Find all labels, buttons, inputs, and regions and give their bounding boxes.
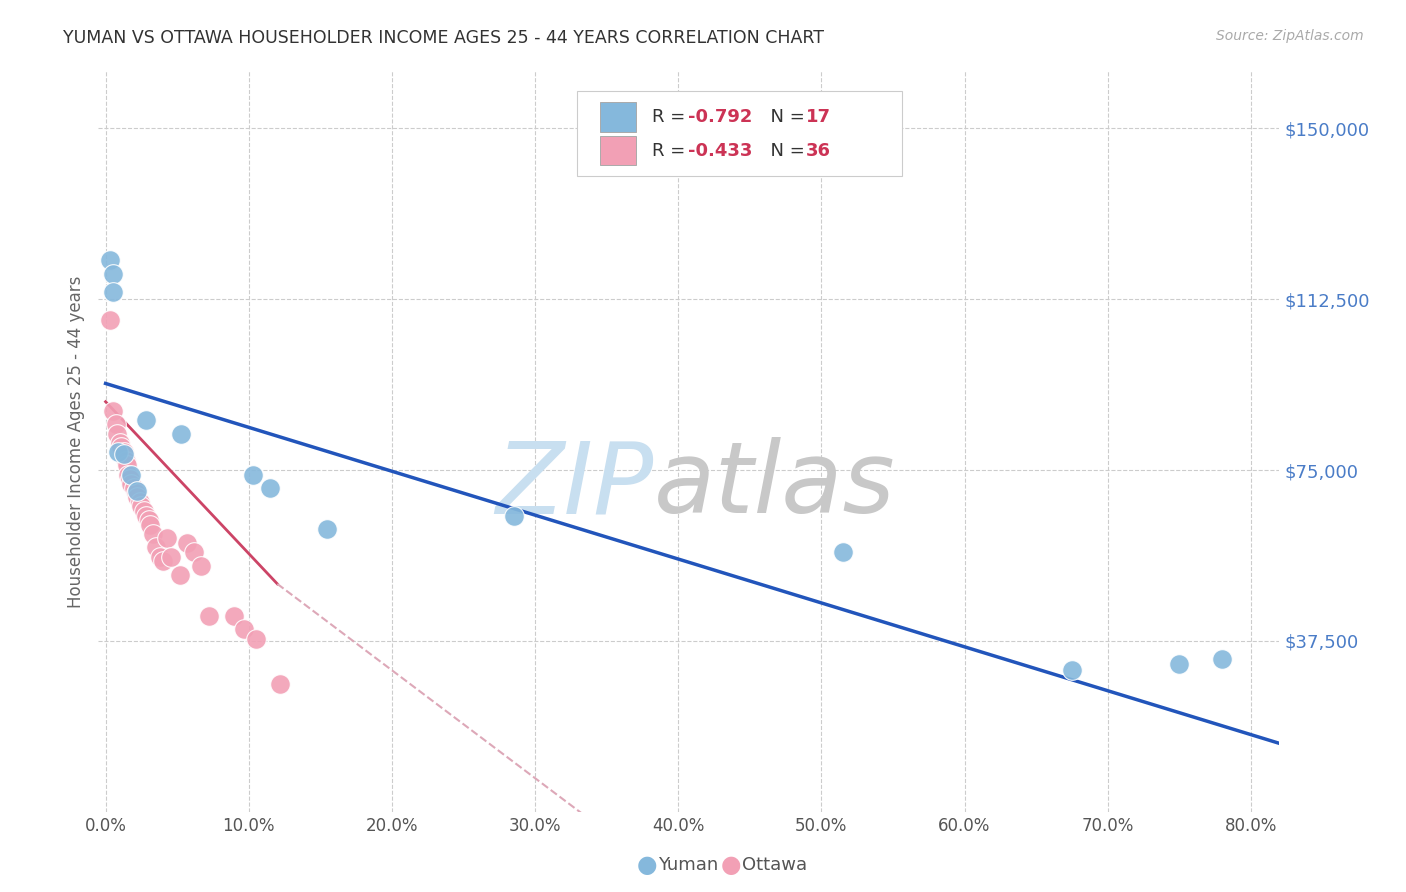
Point — [259, 481, 281, 495]
Point — [1168, 657, 1191, 671]
Point — [120, 467, 142, 482]
Text: Yuman: Yuman — [658, 856, 718, 874]
Point — [502, 508, 524, 523]
Point — [118, 472, 141, 486]
Point — [316, 522, 339, 536]
Point — [1060, 664, 1083, 678]
Point — [138, 513, 160, 527]
Point — [135, 508, 157, 523]
Point — [115, 458, 138, 473]
Point — [233, 623, 256, 637]
FancyBboxPatch shape — [600, 103, 636, 132]
Point — [131, 500, 153, 514]
Point — [129, 495, 152, 509]
Text: -0.433: -0.433 — [688, 142, 752, 160]
Text: -0.792: -0.792 — [688, 108, 752, 127]
Point — [160, 549, 183, 564]
Point — [114, 454, 136, 468]
Point — [134, 504, 156, 518]
Point — [831, 545, 853, 559]
Point — [1211, 652, 1233, 666]
Point — [107, 444, 129, 458]
Point — [156, 532, 179, 546]
Point — [224, 608, 246, 623]
FancyBboxPatch shape — [576, 91, 901, 177]
FancyBboxPatch shape — [600, 136, 636, 165]
Text: R =: R = — [652, 108, 692, 127]
Text: Ottawa: Ottawa — [742, 856, 807, 874]
Text: ●: ● — [721, 854, 741, 877]
Point — [110, 440, 132, 454]
Text: Source: ZipAtlas.com: Source: ZipAtlas.com — [1216, 29, 1364, 43]
Point — [145, 541, 167, 555]
Point — [105, 426, 128, 441]
Point — [112, 447, 135, 461]
Text: N =: N = — [759, 108, 810, 127]
Point — [197, 608, 219, 623]
Text: R =: R = — [652, 142, 692, 160]
Point — [98, 312, 121, 326]
Point — [176, 536, 198, 550]
Point — [124, 485, 146, 500]
Point — [169, 567, 191, 582]
Point — [190, 558, 212, 573]
Point — [125, 491, 148, 505]
Text: atlas: atlas — [654, 437, 896, 534]
Point — [122, 481, 145, 495]
Point — [245, 632, 267, 646]
Point — [135, 413, 157, 427]
Point — [152, 554, 174, 568]
Point — [142, 526, 165, 541]
Text: YUMAN VS OTTAWA HOUSEHOLDER INCOME AGES 25 - 44 YEARS CORRELATION CHART: YUMAN VS OTTAWA HOUSEHOLDER INCOME AGES … — [63, 29, 824, 46]
Point — [125, 483, 148, 498]
Point — [98, 253, 121, 268]
Text: ZIP: ZIP — [495, 437, 654, 534]
Point — [170, 426, 193, 441]
Point — [149, 549, 172, 564]
Point — [112, 444, 135, 458]
Point — [183, 545, 205, 559]
Point — [108, 435, 131, 450]
Point — [101, 285, 124, 300]
Point — [139, 517, 162, 532]
Point — [117, 467, 139, 482]
Point — [120, 476, 142, 491]
Point — [104, 417, 127, 432]
Point — [269, 677, 291, 691]
Point — [242, 467, 264, 482]
Point — [101, 404, 124, 418]
Point — [101, 267, 124, 281]
Y-axis label: Householder Income Ages 25 - 44 years: Householder Income Ages 25 - 44 years — [66, 276, 84, 607]
Text: N =: N = — [759, 142, 810, 160]
Text: 36: 36 — [806, 142, 831, 160]
Text: ●: ● — [637, 854, 657, 877]
Text: 17: 17 — [806, 108, 831, 127]
